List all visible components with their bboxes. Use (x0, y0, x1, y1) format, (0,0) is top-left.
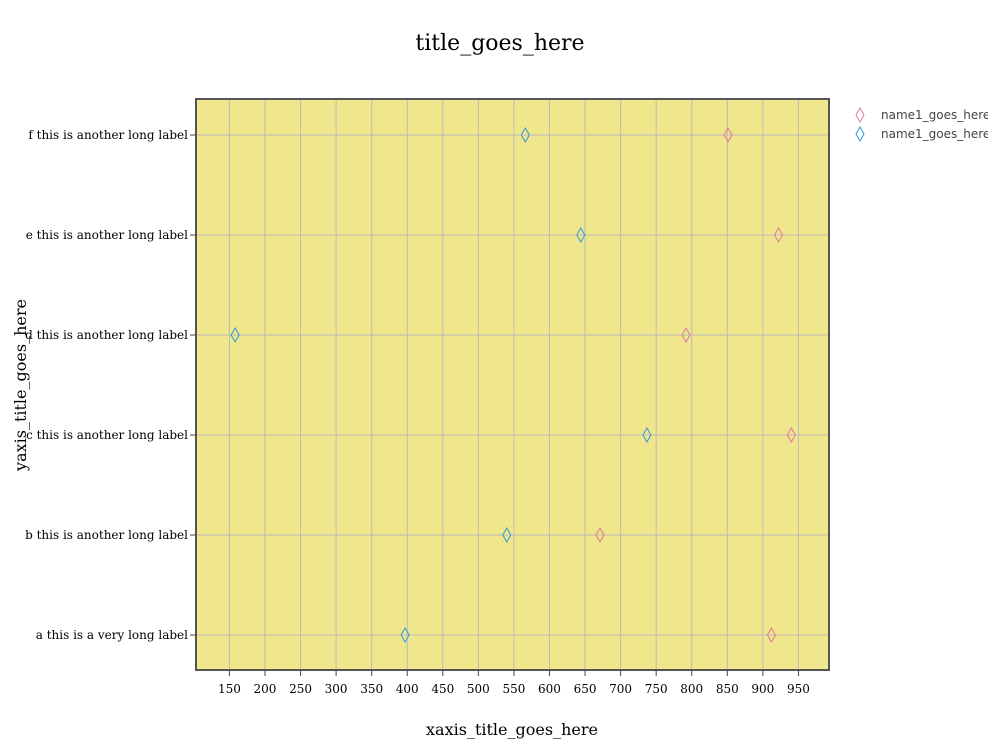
plot-background (196, 99, 829, 670)
x-tick-label: 400 (396, 682, 419, 696)
x-tick-label: 650 (574, 682, 597, 696)
legend-marker-2 (855, 125, 865, 143)
marker-series-1-b (595, 526, 605, 544)
x-tick-label: 300 (325, 682, 348, 696)
x-tick-label: 150 (218, 682, 241, 696)
marker-series-1-a (766, 626, 776, 644)
y-tick-label: e this is another long label (26, 228, 188, 242)
x-tick-label: 250 (289, 682, 312, 696)
legend: name1_goes_here name1_goes_here (855, 106, 990, 143)
y-tick-label: d this is another long label (25, 328, 188, 342)
legend-label-1: name1_goes_here (881, 108, 990, 122)
x-tick-label: 350 (360, 682, 383, 696)
x-tick-label: 450 (431, 682, 454, 696)
x-tick-label: 700 (609, 682, 632, 696)
y-tick-label: f this is another long label (28, 128, 188, 142)
y-axis-ticks: a this is a very long label b this is ano… (25, 128, 196, 642)
y-axis-title: yaxis_title_goes_here (11, 299, 30, 472)
x-tick-label: 850 (716, 682, 739, 696)
x-axis-ticks: 150 200 250 300 350 400 450 500 550 600 650 700 750 8… (218, 670, 810, 696)
marker-series-2-a (400, 626, 410, 644)
marker-series-2-d (230, 326, 240, 344)
legend-marker-1 (855, 106, 865, 124)
x-tick-label: 750 (645, 682, 668, 696)
x-axis-title: xaxis_title_goes_here (426, 720, 598, 739)
data-markers (230, 126, 796, 644)
x-tick-label: 600 (538, 682, 561, 696)
x-tick-label: 800 (680, 682, 703, 696)
x-tick-label: 200 (254, 682, 277, 696)
y-tick-label: a this is a very long label (36, 628, 188, 642)
x-grid-lines (228, 99, 799, 670)
y-tick-label: b this is another long label (25, 528, 188, 542)
marker-series-2-c (642, 426, 652, 444)
y-tick-label: c this is another long label (26, 428, 188, 442)
marker-series-2-e (576, 226, 586, 244)
x-tick-label: 950 (787, 682, 810, 696)
x-tick-label: 900 (751, 682, 774, 696)
marker-series-1-c (786, 426, 796, 444)
marker-series-2-f (520, 126, 530, 144)
marker-series-2-b (502, 526, 512, 544)
x-tick-label: 500 (467, 682, 490, 696)
chart-title: title_goes_here (415, 31, 584, 56)
marker-series-1-e (773, 226, 784, 244)
plot-border (195, 98, 830, 671)
marker-series-1-d (681, 326, 691, 344)
legend-label-2: name1_goes_here (881, 127, 990, 141)
marker-series-1-f (723, 126, 733, 144)
x-tick-label: 550 (502, 682, 525, 696)
